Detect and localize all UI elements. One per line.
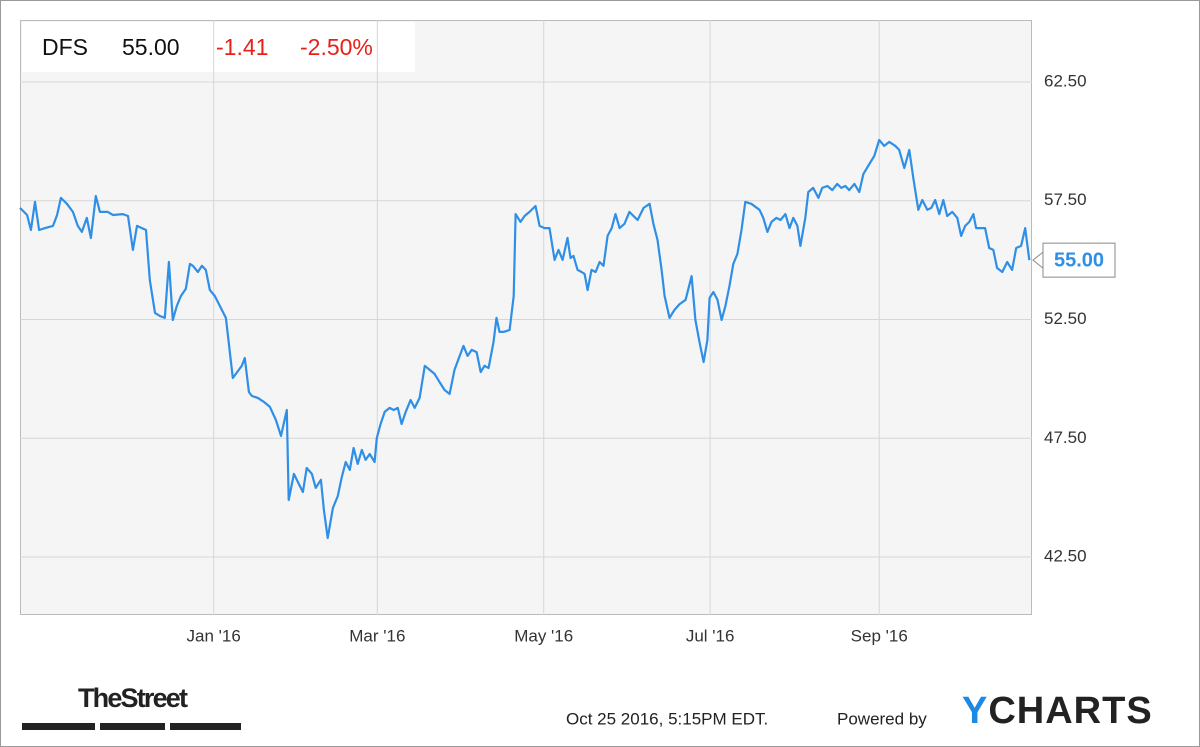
x-tick-label: Sep '16 (851, 626, 908, 645)
header-box (22, 22, 415, 72)
ticker: DFS (42, 34, 88, 60)
powered-by: Powered by (837, 709, 927, 728)
y-tick-label: 42.50 (1044, 547, 1087, 566)
brand-bar (22, 723, 95, 730)
provider-logo: YCHARTS (962, 690, 1153, 732)
x-tick-label: Jan '16 (187, 626, 241, 645)
x-tick-label: Mar '16 (349, 626, 405, 645)
plot-area (20, 20, 1032, 615)
brand: TheStreet (78, 683, 188, 713)
y-tick-label: 47.50 (1044, 428, 1087, 447)
brand-bar (170, 723, 241, 730)
price-line (19, 138, 1031, 540)
y-tick-label: 52.50 (1044, 309, 1087, 328)
x-tick-label: May '16 (514, 626, 573, 645)
price-flag (1042, 242, 1116, 278)
y-tick-label: 62.50 (1044, 71, 1087, 90)
brand-bar (100, 723, 165, 730)
x-tick-label: Jul '16 (686, 626, 735, 645)
last-value-label: 55.00 (1054, 249, 1104, 271)
timestamp: Oct 25 2016, 5:15PM EDT. (566, 709, 768, 728)
change-percent: -2.50% (300, 34, 373, 60)
y-tick-label: 57.50 (1044, 190, 1087, 209)
price: 55.00 (122, 34, 180, 60)
change: -1.41 (216, 34, 268, 60)
